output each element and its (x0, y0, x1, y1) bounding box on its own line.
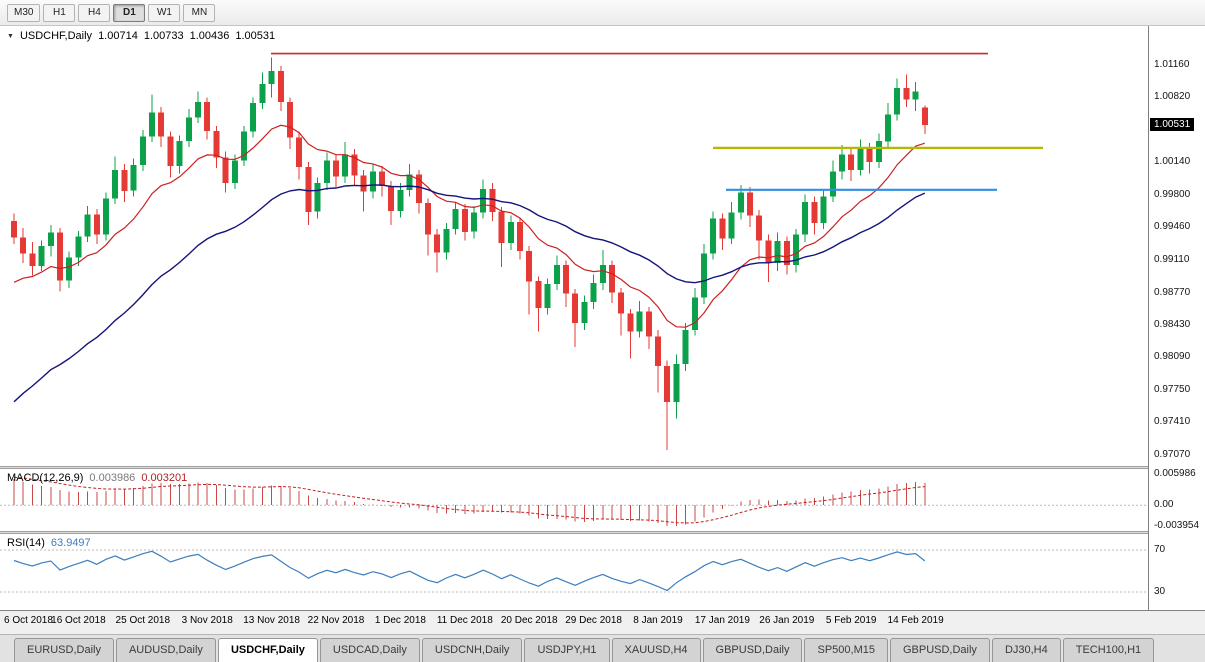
timeframe-button-mn[interactable]: MN (183, 3, 216, 22)
rsi-value: 63.9497 (50, 537, 91, 549)
price-label: 0.99110 (1154, 254, 1190, 266)
current-price-badge: 1.00531 (1150, 117, 1195, 131)
timeframe-button-h4[interactable]: H4 (78, 3, 111, 22)
date-label: 26 Jan 2019 (759, 615, 815, 626)
ohlc-high: 1.00733 (143, 30, 184, 42)
macd-main-value: 0.003986 (89, 472, 136, 484)
price-label: 70 (1154, 544, 1166, 555)
rsi-panel-canvas[interactable] (0, 534, 1148, 610)
price-label: 1.00140 (1154, 156, 1191, 168)
timeframe-button-d1[interactable]: D1 (113, 3, 146, 22)
ohlc-low: 1.00436 (189, 30, 230, 42)
chart-tab-gbpusd-daily[interactable]: GBPUSD,Daily (702, 638, 803, 662)
panel-splitter-macd[interactable] (0, 466, 1205, 469)
main-chart-canvas[interactable] (0, 26, 1148, 466)
date-label: 25 Oct 2018 (115, 615, 171, 626)
chart-tab-eurusd-daily[interactable]: EURUSD,Daily (14, 638, 114, 662)
date-label: 6 Oct 2018 (4, 615, 53, 626)
chart-tab-tech100-h1[interactable]: TECH100,H1 (1062, 638, 1155, 662)
timeframe-button-h1[interactable]: H1 (43, 3, 76, 22)
rsi-label: RSI(14) (7, 537, 45, 549)
chart-tab-usdcad-daily[interactable]: USDCAD,Daily (319, 638, 420, 662)
time-axis[interactable]: 6 Oct 2018 16 Oct 2018 25 Oct 2018 3 Nov 20… (0, 611, 1205, 635)
date-label: 5 Feb 2019 (825, 615, 877, 626)
price-label: 0.98090 (1154, 351, 1191, 363)
timeframe-button-w1[interactable]: W1 (148, 3, 181, 22)
chart-area: 1.01160 1.00820 1.00140 0.99800 0.99460 0.991… (0, 26, 1205, 611)
date-label: 20 Dec 2018 (500, 615, 558, 626)
date-label: 13 Nov 2018 (243, 615, 300, 626)
date-label: 29 Dec 2018 (565, 615, 622, 626)
price-axis[interactable]: 1.01160 1.00820 1.00140 0.99800 0.99460 0.991… (1148, 26, 1205, 610)
macd-signal-value: 0.003201 (141, 472, 188, 484)
date-label: 17 Jan 2019 (694, 615, 750, 626)
price-label: 1.00820 (1154, 91, 1191, 103)
chart-tab-audusd-daily[interactable]: AUDUSD,Daily (115, 638, 216, 662)
ohlc-open: 1.00714 (98, 30, 138, 42)
price-label: 0.97070 (1154, 448, 1191, 460)
chart-tab-xauusd-h4[interactable]: XAUUSD,H4 (611, 638, 701, 662)
date-label: 11 Dec 2018 (436, 615, 493, 626)
date-label: 14 Feb 2019 (887, 615, 944, 626)
price-label: 0.005986 (1154, 468, 1196, 480)
price-label: 0.98770 (1154, 286, 1191, 298)
chart-tab-usdjpy-h1[interactable]: USDJPY,H1 (524, 638, 610, 662)
price-label: 0.98430 (1154, 319, 1191, 331)
price-label: 0.99800 (1154, 188, 1191, 200)
date-label: 1 Dec 2018 (374, 615, 426, 626)
price-label: 0.97750 (1154, 383, 1191, 395)
chart-tab-dj30-h4[interactable]: DJ30,H4 (991, 638, 1061, 662)
date-label: 8 Jan 2019 (633, 615, 683, 626)
date-label: 3 Nov 2018 (181, 615, 233, 626)
date-label: 22 Nov 2018 (307, 615, 365, 626)
macd-title: MACD(12,26,9) 0.003986 0.003201 (7, 472, 187, 484)
chart-tab-usdchf-daily[interactable]: USDCHF,Daily (217, 638, 318, 662)
panel-splitter-rsi[interactable] (0, 531, 1205, 534)
timeframe-toolbar: M30 H1 H4 D1 W1 MN (0, 0, 1205, 26)
chart-tab-gbpusd-daily[interactable]: GBPUSD,Daily (889, 638, 990, 662)
price-label: 0.99460 (1154, 220, 1191, 232)
date-label: 16 Oct 2018 (51, 615, 106, 626)
rsi-title: RSI(14) 63.9497 (7, 537, 91, 549)
macd-panel-canvas[interactable] (0, 469, 1148, 531)
ohlc-close: 1.00531 (235, 30, 276, 42)
symbol-title: USDCHF,Daily (19, 30, 93, 42)
chart-tabs-bar: EURUSD,Daily AUDUSD,Daily USDCHF,Daily USDC… (0, 635, 1205, 662)
timeframe-button-m30[interactable]: M30 (7, 3, 41, 22)
chart-tab-sp500-m15[interactable]: SP500,M15 (804, 638, 888, 662)
chart-title: ▼ USDCHF,Daily 1.00714 1.00733 1.00436 1… (7, 30, 275, 42)
macd-label: MACD(12,26,9) (7, 472, 84, 484)
price-label: 0.00 (1154, 499, 1174, 511)
price-label: 0.97410 (1154, 416, 1191, 428)
chart-tab-usdcnh-daily[interactable]: USDCNH,Daily (421, 638, 523, 662)
price-label: -0.003954 (1154, 519, 1200, 531)
symbol-dropdown-icon[interactable]: ▼ (7, 33, 14, 40)
price-label: 1.01160 (1154, 59, 1190, 71)
price-label: 30 (1154, 586, 1166, 597)
